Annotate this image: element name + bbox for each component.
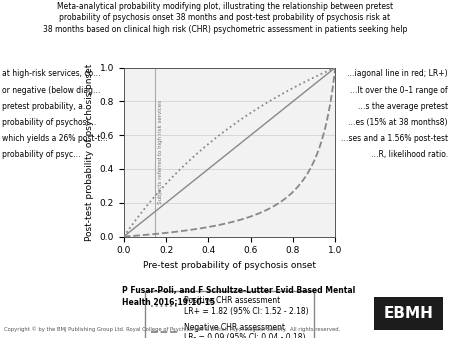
Text: pretest probability, a…: pretest probability, a… [2,102,90,111]
Text: …ses and a 1.56% post-test: …ses and a 1.56% post-test [341,134,448,143]
Y-axis label: Post-test probability of psychosis onset: Post-test probability of psychosis onset [85,64,94,241]
Text: P Fusar-Poli, and F Schultze-Lutter Evid Based Mental
Health 2016;19:10-15: P Fusar-Poli, and F Schultze-Lutter Evid… [122,286,355,307]
X-axis label: Pre-test probability of psychosis onset: Pre-test probability of psychosis onset [143,261,316,270]
Text: EBMH: EBMH [383,306,433,321]
Text: Subjects referred to high risk services: Subjects referred to high risk services [158,100,162,204]
Text: …s the average pretest: …s the average pretest [358,102,448,111]
Text: or negative (below diag…: or negative (below diag… [2,86,101,95]
Text: probability of psyc…: probability of psyc… [2,150,81,160]
Text: …lt over the 0–1 range of: …lt over the 0–1 range of [350,86,448,95]
Text: …R, likelihood ratio.: …R, likelihood ratio. [371,150,448,160]
Text: at high-risk services, co…: at high-risk services, co… [2,69,101,78]
Text: which yields a 26% post-t…: which yields a 26% post-t… [2,134,108,143]
Text: Copyright © by the BMJ Publishing Group Ltd. Royal College of Psychiatrists & Br: Copyright © by the BMJ Publishing Group … [4,326,341,332]
Text: Meta-analytical probability modifying plot, illustrating the relationship betwee: Meta-analytical probability modifying pl… [43,2,407,33]
Legend: Positive CHR assessment
LR+ = 1.82 (95% CI: 1.52 - 2.18), Negative CHR assessmen: Positive CHR assessment LR+ = 1.82 (95% … [145,291,314,338]
Text: …iagonal line in red; LR+): …iagonal line in red; LR+) [347,69,448,78]
Text: …es (15% at 38 months8): …es (15% at 38 months8) [348,118,448,127]
Text: probability of psychosi…: probability of psychosi… [2,118,97,127]
